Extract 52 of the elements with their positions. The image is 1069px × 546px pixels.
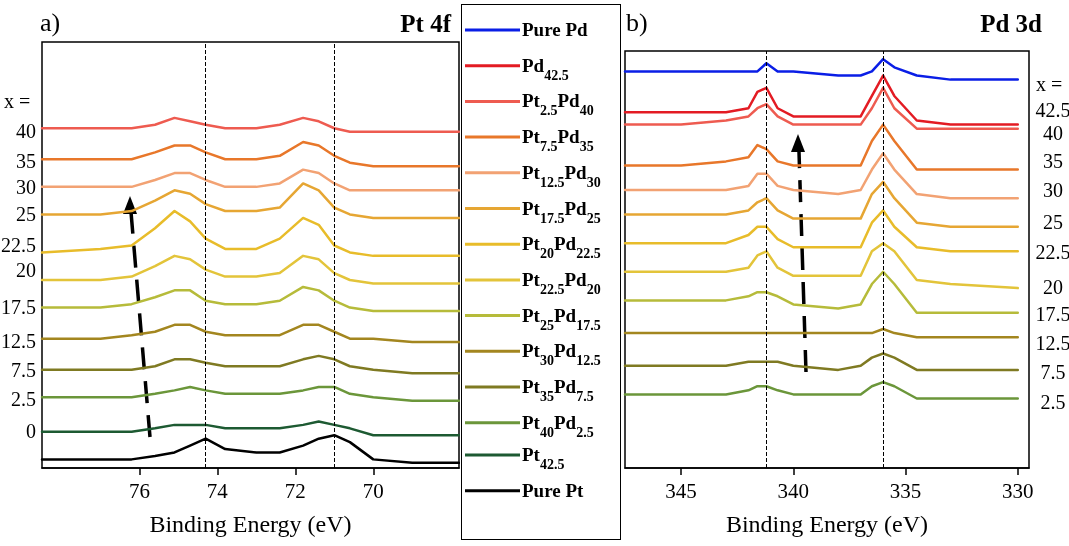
text: 25 (1043, 211, 1063, 233)
x-tick-label: 72 (284, 478, 306, 503)
x-axis-title: Binding Energy (eV) (149, 511, 352, 537)
text: 12.5 (1035, 332, 1069, 354)
legend-label: Pt$_{35}$Pd$_{7.5}$ (522, 376, 594, 404)
text: 0 (26, 420, 36, 442)
x-tick-label: 330 (1002, 478, 1034, 503)
x-tick-label: 335 (889, 478, 922, 503)
legend-label: Pt$_{7.5}$Pd$_{35}$ (522, 126, 594, 154)
legend-label: Pure Pd (522, 19, 589, 40)
x-tick-label: 74 (206, 478, 229, 503)
text: 17.5 (1, 296, 36, 318)
legend-label: Pt$_{42.5}$ (522, 444, 565, 472)
text: 40 (16, 120, 36, 142)
text: 40 (1043, 122, 1063, 144)
x-tick-label: 76 (128, 478, 150, 503)
text: 30 (1043, 179, 1063, 201)
legend-label: Pd$_{42.5}$ (522, 54, 569, 83)
text: 25 (16, 203, 36, 225)
x-tick-label: 340 (777, 478, 810, 503)
text: 20 (1043, 276, 1063, 298)
legend-label: Pt$_{20}$Pd$_{22.5}$ (522, 233, 601, 261)
x-tick-label: 345 (665, 478, 697, 503)
text: 2.5 (1040, 391, 1066, 413)
text: 12.5 (1, 330, 36, 352)
text: 30 (16, 176, 36, 198)
text: 7.5 (11, 359, 36, 381)
text: 35 (1043, 150, 1063, 172)
text: 7.5 (1040, 361, 1066, 383)
x-tick-label: 70 (362, 478, 384, 503)
text: x = (4, 90, 31, 112)
legend-label: Pt$_{40}$Pd$_{2.5}$ (522, 411, 594, 440)
text: 20 (16, 259, 36, 281)
legend-label: Pt$_{17.5}$Pd$_{25}$ (522, 197, 601, 225)
legend-label: Pt$_{2.5}$Pd$_{40}$ (522, 90, 594, 118)
legend-label: Pt$_{12.5}$Pd$_{30}$ (522, 161, 601, 190)
text: x = (1036, 73, 1063, 95)
legend-label: Pt$_{25}$Pd$_{17.5}$ (522, 304, 601, 333)
text: 42.5 (1035, 99, 1069, 121)
text: 22.5 (1, 234, 36, 256)
x-axis-title: Binding Energy (eV) (725, 511, 929, 537)
chart-title: Pd 3d (980, 10, 1043, 37)
text: 17.5 (1035, 303, 1069, 325)
legend-label: Pt$_{30}$Pd$_{12.5}$ (522, 340, 601, 368)
legend-label: Pt$_{22.5}$Pd$_{20}$ (522, 268, 601, 297)
text: 2.5 (11, 388, 36, 410)
text: 35 (16, 150, 36, 172)
text: 22.5 (1035, 241, 1069, 263)
text: b) (626, 7, 648, 37)
chart-title: Pt 4f (400, 10, 452, 37)
text: a) (40, 7, 61, 37)
legend-label: Pure Pt (522, 479, 585, 501)
